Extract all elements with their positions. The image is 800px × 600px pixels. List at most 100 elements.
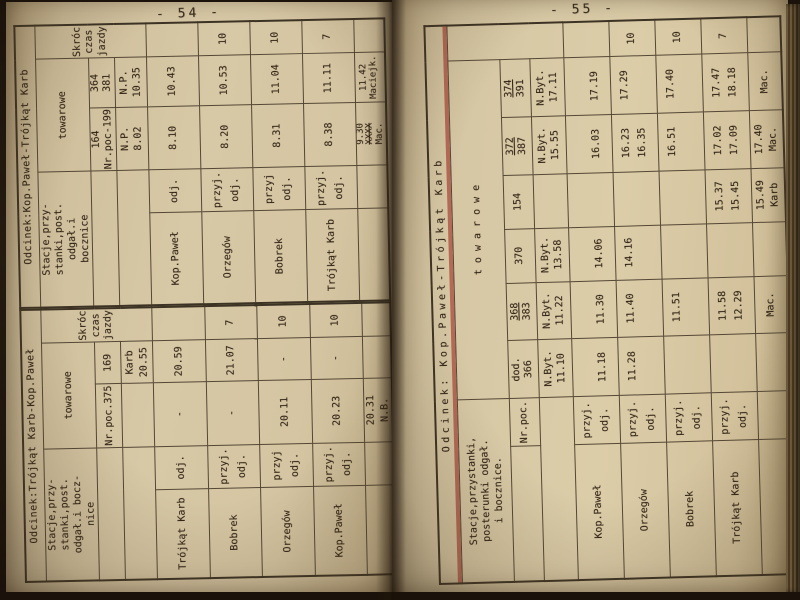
page-54: - 54 - Odcinek:Trójkąt Karb-Kop.Paweł Sta… bbox=[6, 2, 392, 592]
cell bbox=[562, 21, 610, 59]
cell: - bbox=[257, 337, 311, 381]
cell: 16.03 bbox=[564, 114, 613, 174]
cell-line bbox=[637, 227, 654, 278]
cell: 8.38 bbox=[303, 102, 357, 167]
cell-line: 10.35 bbox=[131, 67, 143, 98]
station-name: Trójkąt Karb bbox=[155, 488, 211, 580]
cell-line: 169 bbox=[101, 353, 114, 373]
cell bbox=[758, 438, 788, 575]
destination-cell: 9.30 XXXX Mac. bbox=[355, 101, 388, 166]
cell-line: 17.29 bbox=[618, 70, 631, 101]
cell: 16.51 bbox=[656, 112, 705, 172]
cell-line bbox=[131, 448, 150, 578]
shortened-time-header: Skróc czas jazdy bbox=[40, 307, 153, 344]
cell-line: t o w a r o w e bbox=[470, 184, 485, 276]
cell-line bbox=[674, 172, 691, 223]
cell-line bbox=[542, 175, 559, 226]
cell-line bbox=[761, 223, 778, 274]
cell-line: Kop.Paweł bbox=[333, 503, 346, 558]
cell-line: 8.10 bbox=[167, 125, 179, 151]
cell-line: - bbox=[174, 411, 186, 418]
cell-line: czas bbox=[83, 29, 96, 54]
cell-line bbox=[766, 393, 783, 438]
cell-line: N.P. bbox=[118, 126, 131, 152]
cell bbox=[145, 22, 199, 58]
cell-line bbox=[764, 335, 782, 390]
station-name: Orzegów bbox=[620, 442, 670, 579]
cell-line: przyj. bbox=[626, 400, 639, 438]
cell-line: N.P. bbox=[117, 70, 130, 95]
cell-line bbox=[548, 399, 569, 579]
cell-line bbox=[640, 338, 658, 393]
cell-line bbox=[639, 280, 657, 335]
destination-cell: Mac. bbox=[747, 52, 783, 111]
cell-line: 8.20 bbox=[219, 124, 231, 149]
cell-line: 16.51 bbox=[666, 126, 679, 158]
cell-line bbox=[675, 226, 692, 277]
book-page-edges bbox=[786, 4, 800, 592]
cell: 17.19 bbox=[563, 56, 611, 116]
cell-line: 387 bbox=[516, 136, 529, 156]
rotated-table-area-55: Odcinek: Kop.Paweł-Trójkąt Karb Stacje,pr… bbox=[423, 15, 788, 585]
cell-line bbox=[578, 340, 596, 395]
cell-line: 8.02 bbox=[132, 126, 144, 151]
cell bbox=[116, 170, 152, 306]
cell-line: Orzegów bbox=[281, 510, 294, 553]
cell-line bbox=[163, 25, 180, 56]
origin-cell: N.Byt. 13.58 bbox=[534, 227, 570, 283]
cell-line bbox=[517, 447, 537, 579]
cell-line: 20.23 bbox=[331, 395, 344, 427]
train-number-label: Nr.poc. bbox=[508, 397, 541, 447]
train-number: 364 381 bbox=[88, 57, 116, 109]
timetable-kop-pawel-trojkat-karb-freight: Odcinek: Kop.Paweł-Trójkąt Karb Stacje,pr… bbox=[423, 15, 788, 585]
freight-header: t o w a r o w e bbox=[447, 59, 509, 401]
cell-line bbox=[577, 282, 595, 337]
cell bbox=[365, 484, 392, 575]
rotated-table-area-54: Odcinek:Trójkąt Karb-Kop.Paweł Stacje,prz… bbox=[13, 17, 392, 583]
cell bbox=[90, 170, 120, 307]
cell-line: 154 bbox=[512, 192, 524, 212]
cell bbox=[658, 169, 707, 225]
train-number: dod. 366 bbox=[507, 340, 539, 399]
cell: przyj. odj. bbox=[618, 394, 667, 444]
cell-line: 10 bbox=[671, 31, 683, 44]
cell-line bbox=[685, 279, 703, 334]
cell-line: Mac. bbox=[374, 122, 386, 145]
cell bbox=[663, 335, 711, 395]
train-number: 164 Nr.poc-199 bbox=[89, 107, 117, 172]
cell bbox=[364, 441, 392, 486]
page-number-54: - 54 - bbox=[155, 4, 222, 23]
cell-line: 14.16 bbox=[623, 237, 636, 268]
origin-cell: N.P. 10.35 bbox=[114, 57, 148, 108]
cell-line: odj. bbox=[333, 175, 346, 200]
cell-line: przyj. bbox=[323, 446, 336, 483]
origin-cell: N.Byt. 11.10 bbox=[537, 339, 573, 398]
cell-line: 11.30 bbox=[594, 294, 607, 325]
cell-line bbox=[724, 336, 742, 391]
cell: 7 bbox=[700, 17, 748, 55]
timetable-spread-54: Odcinek:Trójkąt Karb-Kop.Paweł Stacje,prz… bbox=[13, 17, 392, 583]
cell bbox=[709, 333, 757, 393]
table-row: Orzegów przyj odj. 20.11 - 10 bbox=[256, 303, 315, 578]
cell: 21.07 bbox=[205, 338, 259, 383]
cell-line: Maciejk. bbox=[368, 55, 380, 100]
cell-line: odj. bbox=[168, 178, 181, 204]
page-55: - 55 - Odcinek: Kop.Paweł-Trójkąt Karb St… bbox=[392, 0, 788, 592]
station-name: Bobrek bbox=[208, 487, 263, 579]
cell: 11.30 bbox=[569, 280, 618, 340]
table-row: Trójkąt Karb przyj. odj. 8.38 11.11 7 bbox=[301, 19, 360, 302]
table-row: 20.31 N.B. bbox=[361, 302, 392, 575]
cell-line: 11.51 bbox=[670, 292, 683, 323]
train-number: 372 387 bbox=[500, 116, 533, 176]
cell bbox=[357, 208, 391, 301]
cell: 10 bbox=[309, 302, 363, 338]
cell-line bbox=[628, 173, 645, 224]
station-name: Orzegów bbox=[260, 486, 315, 578]
cell-line bbox=[575, 228, 592, 279]
cell-line: 11.28 bbox=[626, 351, 639, 382]
freight-header: towarowe bbox=[35, 58, 91, 173]
cell: - bbox=[153, 382, 208, 447]
cell-line: Nr.poc-199 bbox=[102, 109, 115, 170]
cell-line: Bobrek bbox=[229, 514, 241, 551]
cell-line: 15.49 bbox=[755, 179, 767, 211]
